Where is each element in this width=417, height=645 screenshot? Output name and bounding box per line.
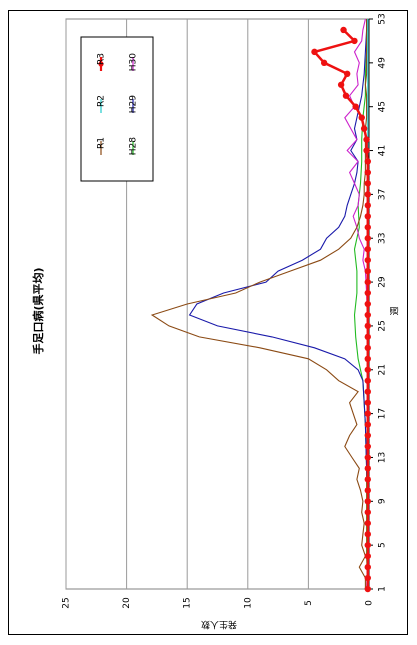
series-point-R3 (364, 180, 371, 187)
series-point-R3 (311, 48, 318, 56)
x-tick-label: 33 (378, 233, 388, 244)
series-point-R3 (352, 103, 359, 110)
series-point-R3 (364, 476, 371, 483)
x-tick-label: 37 (378, 189, 388, 200)
chart-title: 手足口病(県平均) (31, 267, 45, 354)
y-tick-label: 10 (243, 597, 253, 609)
series-point-R3 (364, 421, 371, 428)
series-point-R3 (320, 59, 328, 67)
series-point-R3 (337, 81, 345, 88)
line-chart: 05101520251591317212529333741454953手足口病(… (31, 13, 401, 630)
y-tick-label: 0 (365, 600, 375, 606)
series-point-R3 (360, 125, 368, 132)
series-point-R3 (364, 213, 371, 220)
series-point-R3 (364, 574, 371, 582)
x-tick-label: 49 (378, 57, 388, 69)
series-point-R3 (364, 465, 371, 472)
series-point-R3 (342, 92, 350, 99)
x-tick-label: 41 (378, 145, 388, 156)
series-point-R3 (364, 267, 371, 275)
series-point-R3 (364, 224, 371, 231)
series-point-R3 (364, 158, 371, 165)
series-point-R3 (364, 169, 371, 176)
plot-layer: 05101520251591317212529333741454953手足口病(… (31, 13, 401, 630)
series-point-R3 (364, 399, 371, 406)
series-point-R3 (364, 202, 371, 209)
legend-box (80, 36, 154, 182)
x-tick-label: 5 (378, 542, 388, 548)
x-tick-label: 9 (378, 498, 388, 504)
series-point-R3 (364, 256, 371, 264)
series-point-R3 (364, 245, 371, 253)
series-point-R3 (364, 355, 371, 363)
series-point-R3 (358, 114, 365, 121)
series-point-R3 (351, 37, 358, 45)
series-point-R3 (364, 498, 371, 505)
y-tick-label: 20 (122, 597, 132, 609)
legend-label-H30: H30 (129, 53, 139, 71)
series-point-R3 (364, 333, 371, 341)
legend-label-R3: R3 (97, 53, 107, 65)
series-point-R3 (364, 541, 371, 549)
series-point-R3 (364, 366, 371, 373)
series-point-R3 (364, 388, 371, 395)
series-point-R3 (364, 322, 371, 330)
series-point-R3 (364, 509, 371, 516)
series-point-R3 (364, 410, 371, 417)
y-tick-label: 25 (62, 597, 72, 608)
series-point-R3 (340, 26, 347, 34)
series-point-R3 (364, 585, 371, 593)
series-point-R3 (363, 136, 370, 143)
series-line-H29 (188, 19, 369, 589)
series-point-R3 (364, 487, 371, 494)
chart-frame: 0 5 10 15 20 25 1 5 9 13 17 21 25 29 33 37 41 45 49 53 手足口病(… (8, 10, 408, 635)
legend-label-H29: H29 (129, 95, 139, 113)
series-point-R3 (364, 530, 371, 538)
series-point-R3 (364, 191, 371, 198)
x-tick-label: 29 (378, 276, 388, 288)
series-point-R3 (364, 377, 371, 384)
series-point-R3 (364, 454, 371, 461)
legend-marker-R3 (98, 61, 104, 67)
x-tick-label: 21 (378, 364, 388, 375)
x-tick-label: 53 (378, 13, 388, 24)
series-point-R3 (364, 300, 371, 308)
series-line-R1 (150, 19, 368, 589)
series-point-R3 (364, 235, 371, 242)
series-point-R3 (364, 520, 371, 527)
y-axis-label: 発生人数 (201, 619, 237, 631)
series-point-R3 (364, 563, 371, 571)
x-tick-label: 25 (378, 320, 388, 331)
series-point-R3 (364, 552, 371, 560)
x-tick-label: 1 (378, 586, 388, 592)
y-tick-label: 15 (183, 597, 193, 608)
series-point-R3 (363, 147, 370, 154)
legend-label-R2: R2 (97, 95, 107, 107)
series-point-R3 (364, 289, 371, 297)
x-axis-label: 週 (390, 306, 401, 315)
series-point-R3 (364, 344, 371, 352)
series-point-R3 (364, 278, 371, 286)
series-line-R3 (312, 29, 370, 589)
x-tick-label: 17 (378, 408, 388, 419)
legend-label-H28: H28 (129, 137, 139, 155)
y-tick-label: 5 (304, 600, 314, 606)
x-tick-label: 45 (378, 101, 388, 112)
legend-label-R1: R1 (97, 137, 107, 149)
series-point-R3 (364, 443, 371, 450)
series-point-R3 (343, 70, 351, 78)
x-tick-label: 13 (378, 452, 388, 463)
series-point-R3 (364, 432, 371, 439)
series-point-R3 (364, 311, 371, 319)
